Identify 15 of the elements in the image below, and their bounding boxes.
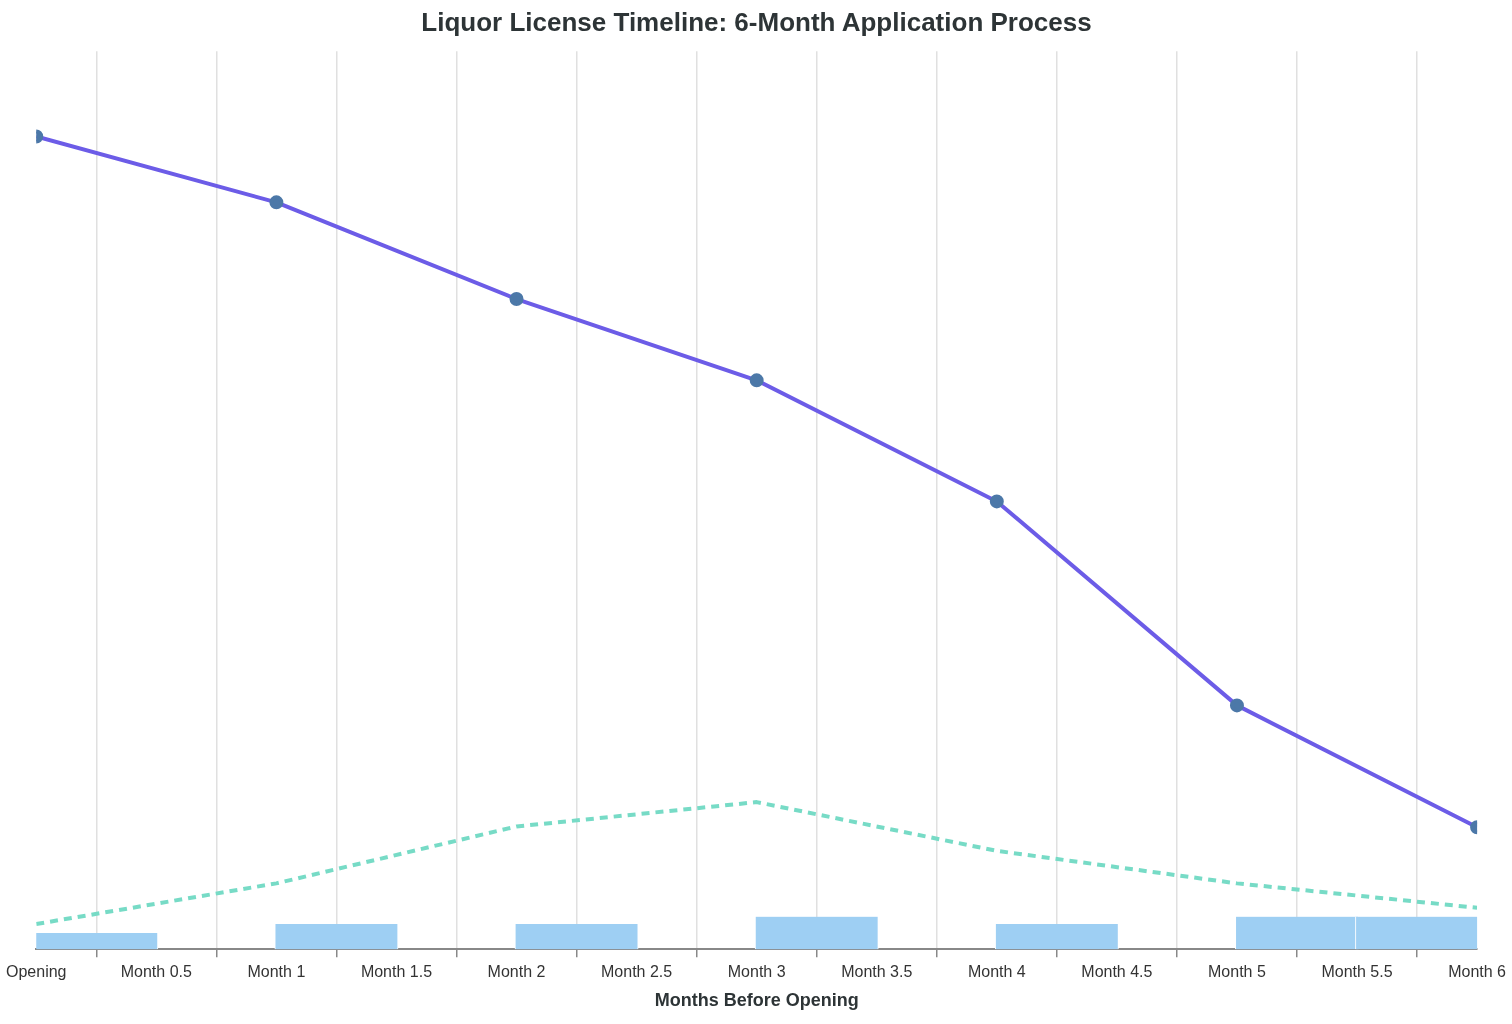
x-tick-label: Month 3 — [727, 963, 786, 981]
x-axis-title: Months Before Opening — [654, 990, 859, 1011]
x-tick-label: Month 5.5 — [1321, 963, 1393, 981]
x-tick-label: Month 5 — [1208, 963, 1266, 981]
x-tick-label: Month 0.5 — [120, 963, 192, 981]
x-tick-label: Month 3.5 — [841, 963, 913, 981]
x-tick-label: Month 1 — [247, 963, 306, 981]
x-tick-label: Opening — [6, 963, 67, 981]
x-tick-label: Month 6 — [1448, 963, 1507, 981]
x-tick-label: Month 4 — [967, 963, 1026, 981]
x-tick-label: Month 1.5 — [360, 963, 433, 981]
x-tick-label: Month 2.5 — [601, 963, 673, 981]
x-tick-label: Month 4.5 — [1081, 963, 1153, 981]
chart-title: Liquor License Timeline: 6-Month Application Process — [421, 6, 1092, 37]
x-tick-label: Month 2 — [487, 963, 546, 981]
